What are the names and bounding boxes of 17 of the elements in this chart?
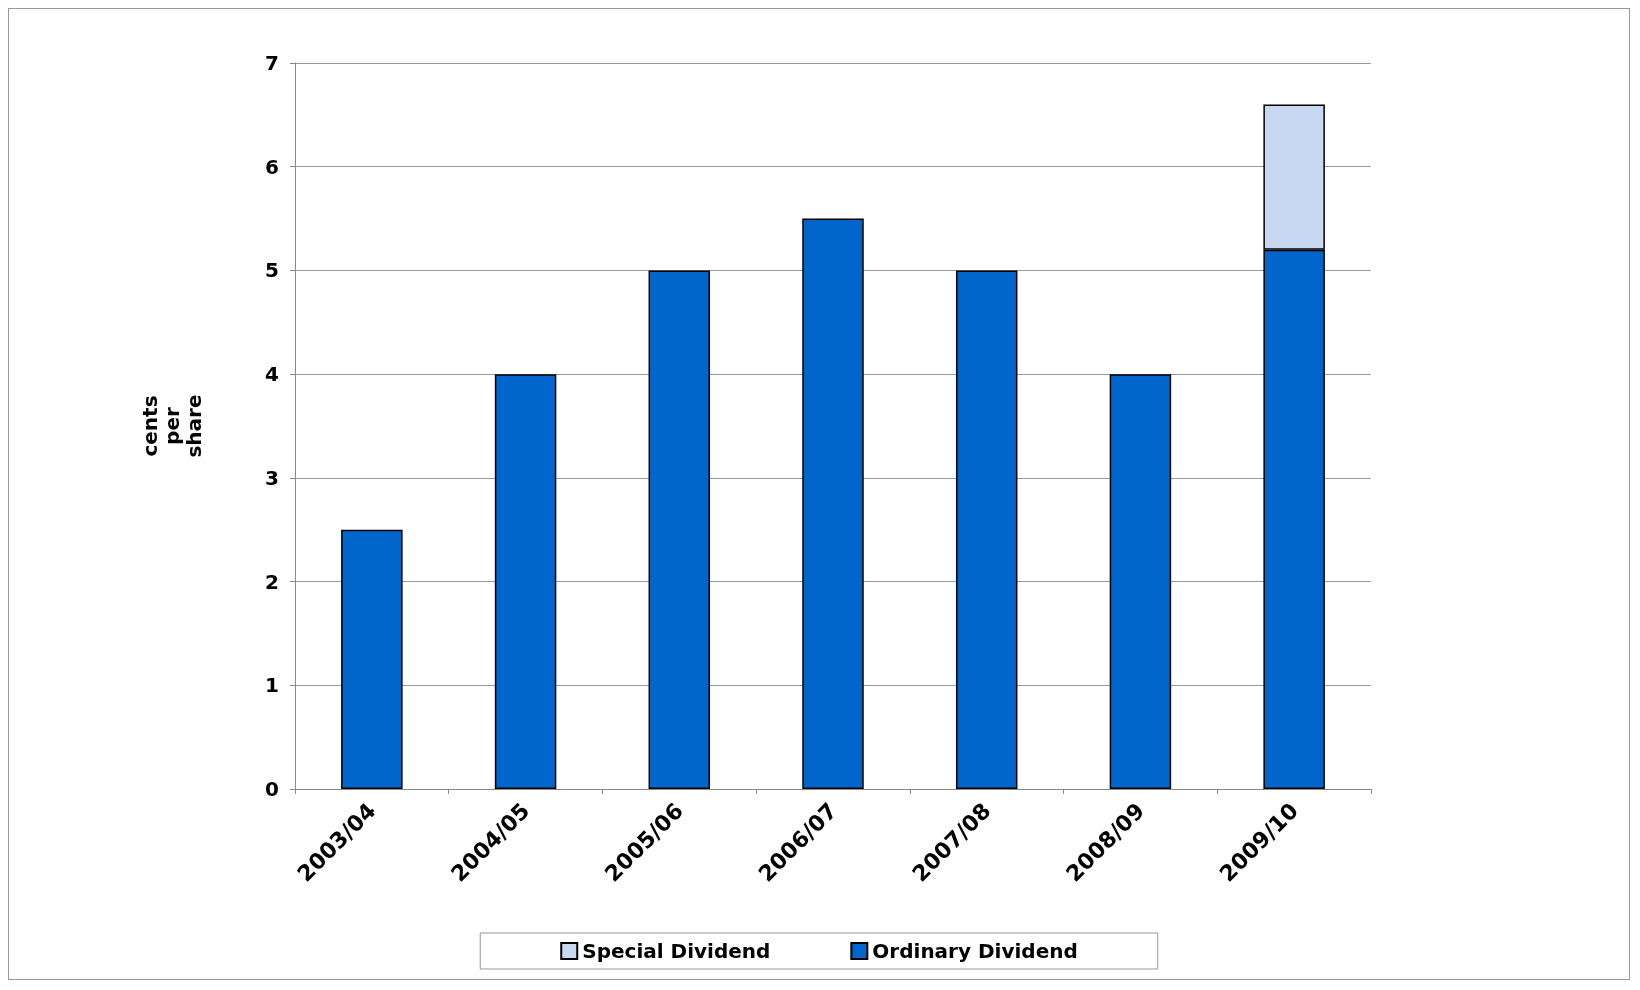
bar [648,270,711,789]
bar [1109,374,1172,789]
y-tick-label: 3 [265,465,279,490]
bar [955,270,1018,789]
y-tick-label: 6 [265,154,279,179]
y-tick-label: 7 [265,51,279,75]
y-tick-label: 2 [265,569,279,594]
y-tick-label: 0 [265,777,279,801]
legend-label: Special Dividend [582,939,771,963]
bar [494,374,557,789]
y-tick-label: 4 [265,362,279,387]
bar [341,529,403,789]
y-tick-label: 5 [265,258,279,283]
y-tick-label: 1 [265,673,279,698]
bar [802,218,864,789]
y-axis-title: cents per share [138,394,206,458]
legend-label: Ordinary Dividend [872,939,1078,963]
